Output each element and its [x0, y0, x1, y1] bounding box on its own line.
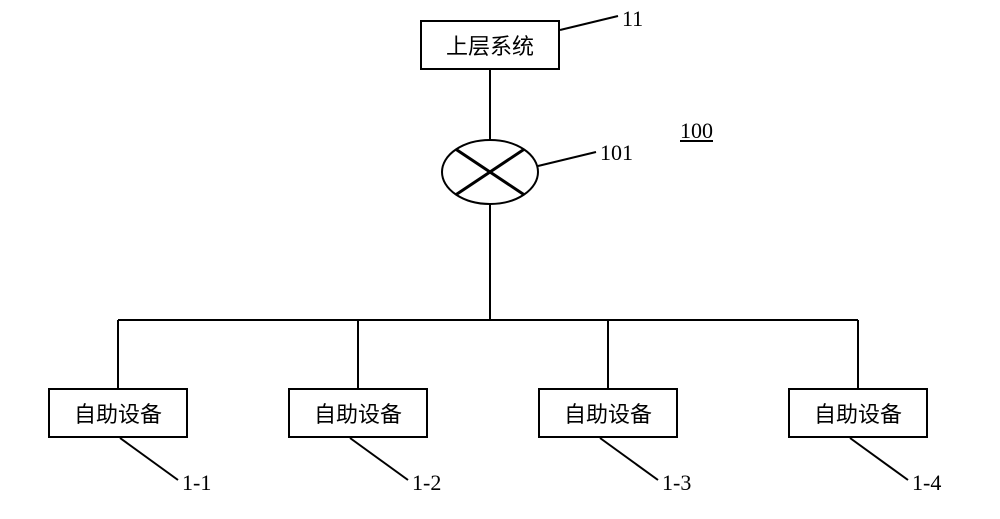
kiosk-box-1: 自助设备: [48, 388, 188, 438]
kiosk-label: 自助设备: [814, 397, 902, 429]
callout-11: 11: [622, 6, 643, 32]
kiosk-label: 自助设备: [564, 397, 652, 429]
top-system-box: 上层系统: [420, 20, 560, 70]
diagram-connectors: [0, 0, 1000, 519]
callout-1-1: 1-1: [182, 470, 211, 496]
kiosk-label: 自助设备: [314, 397, 402, 429]
kiosk-box-3: 自助设备: [538, 388, 678, 438]
section-label-100: 100: [680, 118, 713, 144]
kiosk-box-4: 自助设备: [788, 388, 928, 438]
kiosk-label: 自助设备: [74, 397, 162, 429]
callout-101: 101: [600, 140, 633, 166]
callout-1-2: 1-2: [412, 470, 441, 496]
callout-1-4: 1-4: [912, 470, 941, 496]
kiosk-box-2: 自助设备: [288, 388, 428, 438]
callout-1-3: 1-3: [662, 470, 691, 496]
top-system-label: 上层系统: [446, 29, 534, 61]
